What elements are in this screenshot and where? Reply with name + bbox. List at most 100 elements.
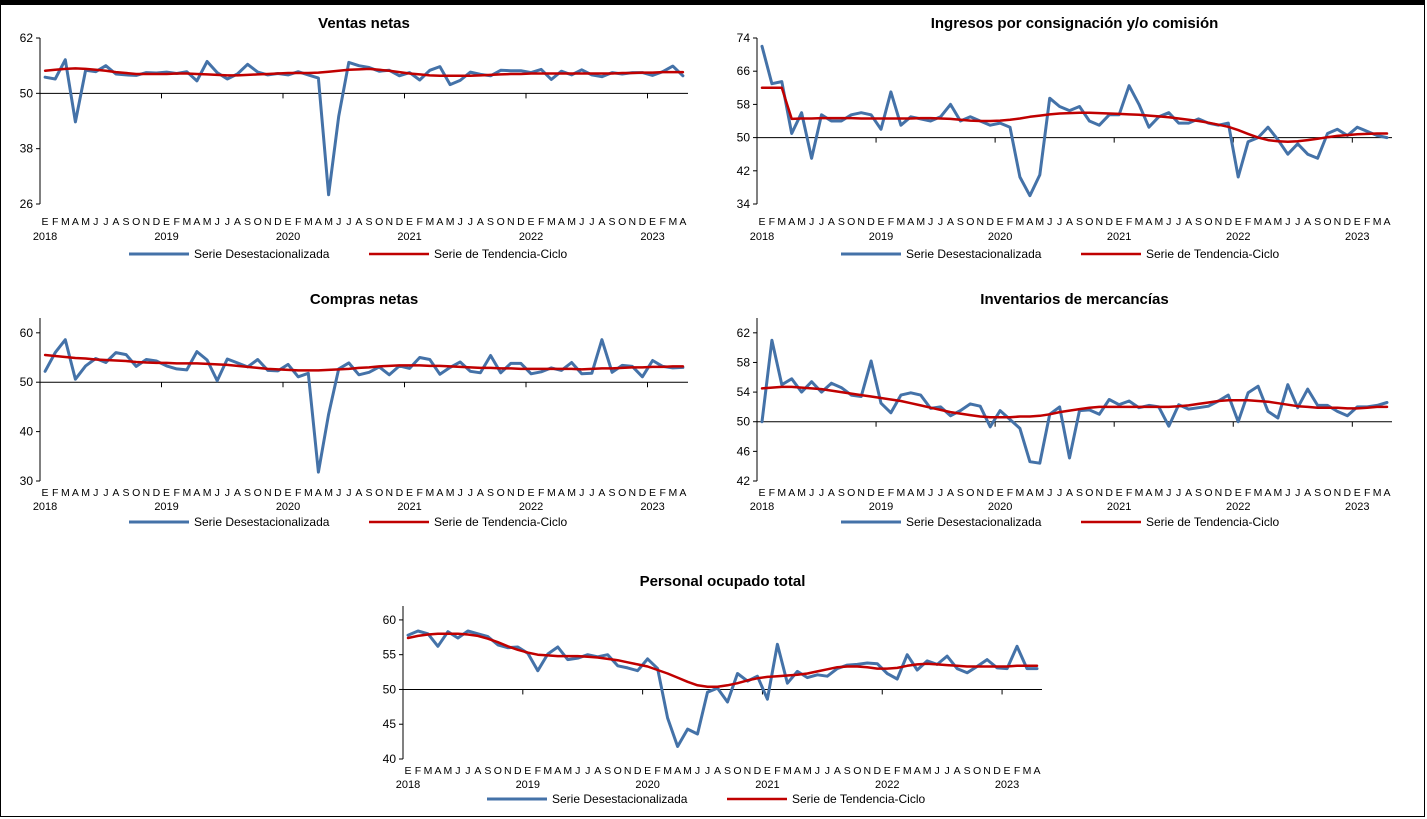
cropped-header-strip: [0, 0, 1425, 5]
month-label: J: [468, 216, 473, 228]
month-label: D: [986, 216, 994, 228]
month-label: O: [254, 216, 262, 228]
month-label: E: [997, 216, 1004, 228]
chart-panel-inventarios: Inventarios de mercancías 42 46 50 54 58 62 E F M…: [712, 288, 1417, 548]
year-label: 2022: [875, 779, 899, 791]
month-label: F: [1126, 216, 1132, 228]
month-label: A: [558, 216, 565, 228]
month-label: S: [1195, 487, 1202, 499]
month-label: A: [1264, 216, 1271, 228]
y-tick-label: 58: [737, 97, 751, 111]
month-label: M: [668, 487, 677, 499]
month-label: J: [1176, 487, 1181, 499]
month-label: F: [415, 765, 421, 777]
month-label: M: [668, 216, 677, 228]
year-label: 2018: [750, 501, 774, 513]
month-label: E: [528, 487, 535, 499]
month-label: F: [52, 487, 58, 499]
month-label: J: [215, 487, 220, 499]
year-label: 2019: [869, 231, 893, 243]
month-label: S: [366, 216, 373, 228]
month-label: O: [1204, 216, 1212, 228]
chart-title: Inventarios de mercancías: [980, 291, 1168, 308]
month-label: S: [609, 216, 616, 228]
month-label: A: [434, 765, 441, 777]
month-label: E: [758, 487, 765, 499]
month-label: E: [1116, 487, 1123, 499]
month-label: S: [1195, 216, 1202, 228]
month-label: D: [153, 216, 161, 228]
month-label: J: [809, 216, 814, 228]
month-label: J: [928, 216, 933, 228]
y-tick-label: 50: [737, 131, 751, 145]
month-label: E: [1354, 487, 1361, 499]
month-label: D: [873, 765, 881, 777]
month-label: N: [1334, 216, 1342, 228]
month-label: D: [639, 487, 647, 499]
month-label: M: [563, 765, 572, 777]
month-label: E: [644, 765, 651, 777]
month-label: A: [1026, 216, 1033, 228]
month-label: M: [916, 216, 925, 228]
month-label: M: [777, 216, 786, 228]
month-label: A: [674, 765, 681, 777]
month-label: J: [945, 765, 950, 777]
month-label: N: [629, 216, 637, 228]
year-label: 2019: [154, 501, 178, 513]
y-tick-label: 50: [383, 682, 397, 696]
month-label: A: [193, 216, 200, 228]
month-label: A: [477, 487, 484, 499]
month-label: A: [679, 216, 686, 228]
month-label: S: [724, 765, 731, 777]
month-label: M: [896, 216, 905, 228]
y-tick-label: 55: [383, 648, 397, 662]
month-label: S: [244, 487, 251, 499]
month-label: J: [695, 765, 700, 777]
y-tick-label: 34: [737, 197, 751, 211]
legend-label-tendencia-ciclo: Serie de Tendencia-Ciclo: [792, 792, 926, 806]
year-label: 2020: [988, 501, 1012, 513]
month-label: M: [547, 487, 556, 499]
month-label: M: [424, 765, 433, 777]
month-label: M: [182, 487, 191, 499]
month-label: S: [123, 487, 130, 499]
month-label: E: [1354, 216, 1361, 228]
month-label: M: [1274, 216, 1283, 228]
month-label: M: [803, 765, 812, 777]
month-label: N: [983, 765, 991, 777]
month-label: A: [1264, 487, 1271, 499]
month-label: S: [484, 765, 491, 777]
month-label: O: [1204, 487, 1212, 499]
month-label: S: [844, 765, 851, 777]
year-label: 2023: [640, 231, 664, 243]
month-label: F: [1245, 487, 1251, 499]
month-label: J: [455, 765, 460, 777]
series-line-desestacionalizada: [43, 338, 685, 474]
month-label: N: [143, 216, 151, 228]
legend-label-desestacionalizada: Serie Desestacionalizada: [194, 515, 330, 529]
month-label: A: [558, 487, 565, 499]
month-label: E: [1004, 765, 1011, 777]
month-label: M: [1135, 216, 1144, 228]
month-label: F: [1007, 487, 1013, 499]
month-label: O: [1085, 216, 1093, 228]
month-label: F: [538, 487, 544, 499]
month-label: M: [446, 216, 455, 228]
month-label: E: [404, 765, 411, 777]
month-label: M: [446, 487, 455, 499]
month-label: A: [907, 487, 914, 499]
y-tick-label: 66: [737, 64, 751, 78]
month-label: J: [938, 216, 943, 228]
month-label: D: [153, 487, 161, 499]
month-label: M: [1154, 487, 1163, 499]
month-label: M: [547, 216, 556, 228]
month-label: M: [1154, 216, 1163, 228]
month-label: J: [819, 216, 824, 228]
month-label: J: [589, 216, 594, 228]
month-label: A: [1145, 487, 1152, 499]
month-label: D: [274, 487, 282, 499]
month-label: F: [173, 216, 179, 228]
year-label: 2019: [154, 231, 178, 243]
month-label: O: [132, 216, 140, 228]
